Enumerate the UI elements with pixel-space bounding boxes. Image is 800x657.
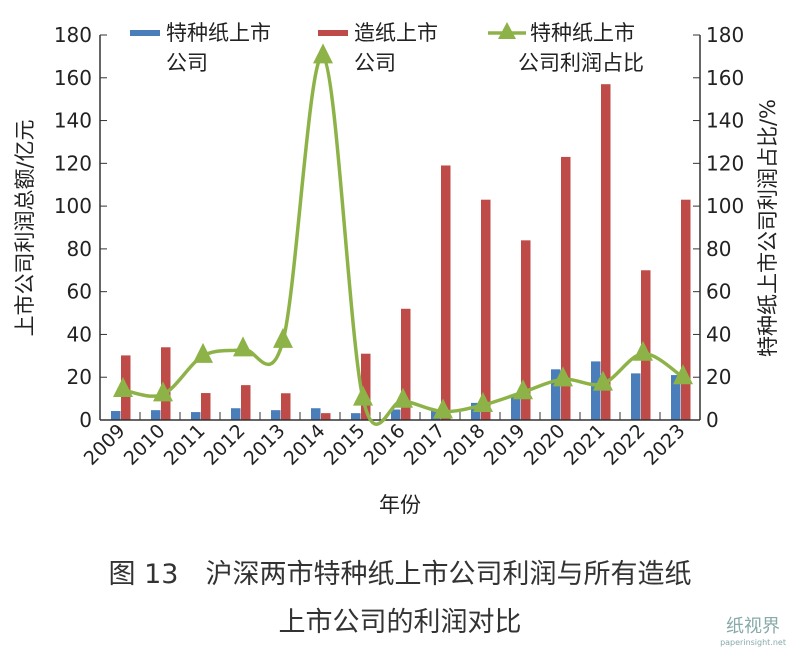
marker-share-2009 — [113, 377, 133, 398]
y2-tick-label: 80 — [706, 237, 731, 261]
x-tick-label: 2020 — [520, 420, 570, 470]
marker-share-2011 — [193, 342, 213, 363]
y-tick-label: 80 — [67, 237, 92, 261]
legend-label-1-line2: 公司 — [354, 51, 396, 75]
bar-paper-2014 — [321, 413, 331, 420]
bar-specialty-2021 — [591, 361, 601, 420]
marker-share-2014 — [313, 43, 333, 64]
legend-marker — [498, 22, 516, 39]
bar-specialty-2019 — [511, 396, 521, 420]
bar-specialty-2022 — [631, 373, 641, 420]
y2-tick-label: 40 — [706, 322, 731, 346]
bar-paper-2020 — [561, 156, 571, 420]
y-tick-label: 60 — [67, 280, 92, 304]
bar-paper-2023 — [681, 199, 691, 420]
marker-share-2023 — [673, 364, 693, 385]
bar-specialty-2016 — [391, 409, 401, 420]
legend-swatch-specialty — [130, 30, 160, 36]
bar-paper-2019 — [521, 240, 531, 420]
bar-specialty-2012 — [231, 408, 241, 420]
y-tick-label: 0 — [79, 408, 92, 432]
marker-share-2020 — [553, 366, 573, 387]
y-axis-label: 上市公司利润总额/亿元 — [13, 119, 37, 336]
x-tick-label: 2018 — [440, 420, 490, 470]
caption-line1: 图 13 沪深两市特种纸上市公司利润与所有造纸 — [108, 559, 692, 590]
x-tick-label: 2021 — [560, 420, 610, 470]
y2-tick-label: 160 — [706, 66, 744, 90]
y2-axis-label: 特种纸上市公司利润占比/% — [756, 99, 780, 357]
bar-specialty-2013 — [271, 410, 281, 420]
x-tick-label: 2017 — [400, 420, 450, 470]
bar-paper-2016 — [401, 308, 411, 420]
y-tick-label: 100 — [54, 194, 92, 218]
marker-share-2018 — [473, 392, 493, 413]
x-tick-label: 2023 — [640, 420, 690, 470]
x-tick-label: 2010 — [120, 420, 170, 470]
bar-specialty-2023 — [671, 375, 681, 420]
legend-label-2-line1: 特种纸上市 — [530, 21, 635, 45]
marker-share-2021 — [593, 370, 613, 391]
x-tick-label: 2019 — [480, 420, 530, 470]
y2-tick-label: 120 — [706, 151, 744, 175]
marker-share-2017 — [433, 398, 453, 419]
bar-paper-2010 — [161, 347, 171, 420]
bar-paper-2021 — [601, 84, 611, 420]
x-axis-label: 年份 — [379, 493, 421, 517]
x-tick-label: 2012 — [200, 420, 250, 470]
x-tick-label: 2016 — [360, 420, 410, 470]
bar-paper-2011 — [201, 393, 211, 420]
x-tick-label: 2022 — [600, 420, 650, 470]
y-tick-label: 40 — [67, 322, 92, 346]
y2-tick-label: 0 — [706, 408, 719, 432]
bar-specialty-2015 — [351, 413, 361, 420]
legend-label-0-line1: 特种纸上市 — [166, 21, 271, 45]
bar-specialty-2009 — [111, 411, 121, 420]
y-tick-label: 180 — [54, 23, 92, 47]
x-tick-label: 2014 — [280, 420, 330, 470]
marker-share-2012 — [233, 336, 253, 357]
y2-tick-label: 60 — [706, 280, 731, 304]
marker-share-2015 — [353, 385, 373, 406]
bar-specialty-2011 — [191, 412, 201, 420]
bar-paper-2018 — [481, 199, 491, 420]
caption-line2: 上市公司的利润对比 — [278, 607, 522, 638]
bar-paper-2017 — [441, 165, 451, 420]
watermark-logo: 纸视界 paperinsight.net — [720, 616, 786, 647]
x-tick-label: 2015 — [320, 420, 370, 470]
bar-paper-2013 — [281, 393, 291, 420]
bar-paper-2012 — [241, 385, 251, 420]
bar-specialty-2020 — [551, 369, 561, 420]
bar-specialty-2010 — [151, 410, 161, 420]
marker-share-2013 — [273, 327, 293, 348]
marker-share-2019 — [513, 379, 533, 400]
y2-tick-label: 20 — [706, 365, 731, 389]
legend-label-0-line2: 公司 — [166, 51, 208, 75]
y-tick-label: 140 — [54, 109, 92, 133]
marker-share-2010 — [153, 381, 173, 402]
y-tick-label: 160 — [54, 66, 92, 90]
y-tick-label: 20 — [67, 365, 92, 389]
bar-paper-2015 — [361, 353, 371, 420]
x-tick-label: 2011 — [160, 420, 210, 470]
y2-tick-label: 180 — [706, 23, 744, 47]
x-tick-label: 2013 — [240, 420, 290, 470]
y2-tick-label: 140 — [706, 109, 744, 133]
marker-share-2022 — [633, 340, 653, 361]
marker-share-2016 — [393, 387, 413, 408]
legend-swatch-paper — [318, 30, 348, 36]
y2-tick-label: 100 — [706, 194, 744, 218]
bar-paper-2022 — [641, 270, 651, 420]
y-tick-label: 120 — [54, 151, 92, 175]
legend-label-1-line1: 造纸上市 — [354, 21, 438, 45]
bar-specialty-2014 — [311, 408, 321, 420]
legend-label-2-line2: 公司利润占比 — [518, 51, 644, 75]
